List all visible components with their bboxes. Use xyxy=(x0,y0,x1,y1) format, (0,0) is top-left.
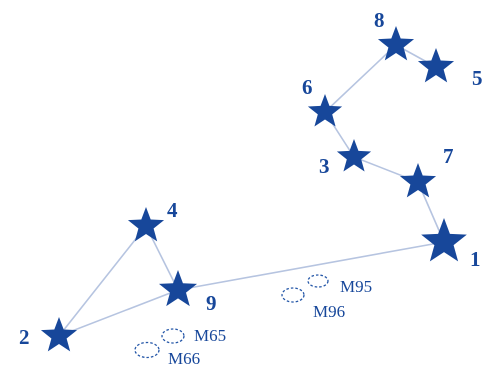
star-1-icon xyxy=(421,218,467,262)
star-4-icon xyxy=(127,207,165,242)
star-7-icon xyxy=(399,163,437,198)
star-1-label: 1 xyxy=(470,247,481,271)
galaxy-m66-label: M66 xyxy=(168,349,200,367)
star-9-icon xyxy=(158,270,198,307)
star-9-label: 9 xyxy=(206,291,217,315)
star-3-label: 3 xyxy=(319,154,330,178)
connection-line-6-8 xyxy=(324,44,397,113)
star-2-label: 2 xyxy=(19,325,30,349)
galaxy-markers xyxy=(134,274,329,359)
connection-line-2-9 xyxy=(58,289,179,337)
galaxy-m65-label: M65 xyxy=(194,326,226,345)
star-3-icon xyxy=(336,139,372,172)
galaxy-m96-label: M96 xyxy=(313,302,345,321)
star-2-icon xyxy=(40,317,78,352)
galaxy-m66-icon xyxy=(134,341,160,359)
star-6-icon xyxy=(307,94,343,127)
galaxy-m95-label: M95 xyxy=(340,277,372,296)
connection-line-9-1 xyxy=(177,241,445,291)
star-4-label: 4 xyxy=(167,198,178,222)
star-8-label: 8 xyxy=(374,8,385,32)
galaxy-m96-icon xyxy=(281,287,305,303)
star-5-label: 5 xyxy=(472,66,483,90)
star-7-label: 7 xyxy=(443,144,454,168)
labels: 1 2 3 4 5 6 7 8 9 M95 M96 M65 M66 xyxy=(19,8,483,367)
galaxy-m65-icon xyxy=(161,328,185,344)
connection-line-2-4 xyxy=(58,225,147,337)
star-6-label: 6 xyxy=(302,75,313,99)
star-8-icon xyxy=(377,26,415,61)
connection-lines xyxy=(58,44,445,337)
star-markers xyxy=(40,26,467,352)
star-5-icon xyxy=(417,48,455,83)
galaxy-m95-icon xyxy=(307,274,329,288)
